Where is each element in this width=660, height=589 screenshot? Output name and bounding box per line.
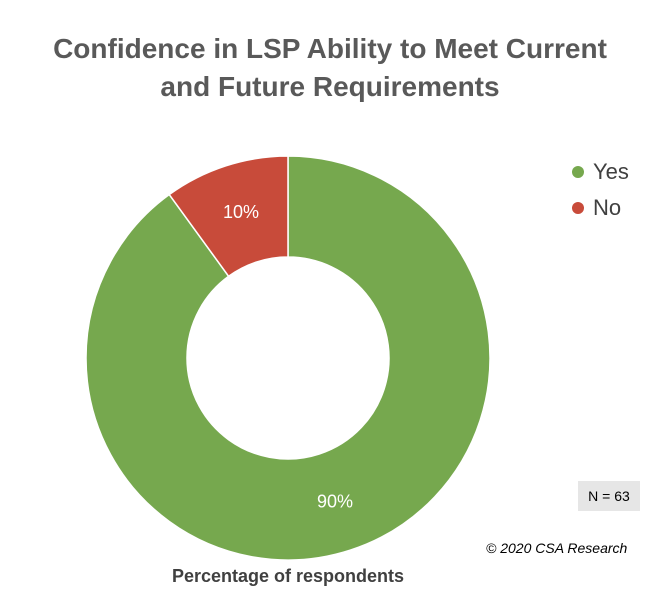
chart-legend: Yes No — [572, 154, 629, 226]
legend-marker-yes — [572, 166, 584, 178]
data-label-yes: 90% — [317, 491, 353, 511]
copyright-notice: © 2020 CSA Research — [486, 540, 628, 556]
chart-title-line-1: Confidence in LSP Ability to Meet Curren… — [53, 33, 607, 64]
chart-title-line-2: and Future Requirements — [160, 71, 500, 102]
legend-label-yes: Yes — [593, 159, 629, 184]
legend-item-yes: Yes — [572, 154, 629, 190]
legend-label-no: No — [593, 195, 622, 220]
sample-size-badge: N = 63 — [578, 481, 640, 511]
donut-slice-no — [168, 155, 289, 278]
data-label-no: 10% — [223, 202, 259, 222]
legend-marker-no — [572, 202, 584, 214]
chart-caption: Percentage of respondents — [171, 566, 405, 586]
legend-item-no: No — [572, 190, 629, 226]
donut-slice-yes — [85, 155, 491, 561]
chart-title: Confidence in LSP Ability to Meet Curren… — [0, 30, 660, 106]
